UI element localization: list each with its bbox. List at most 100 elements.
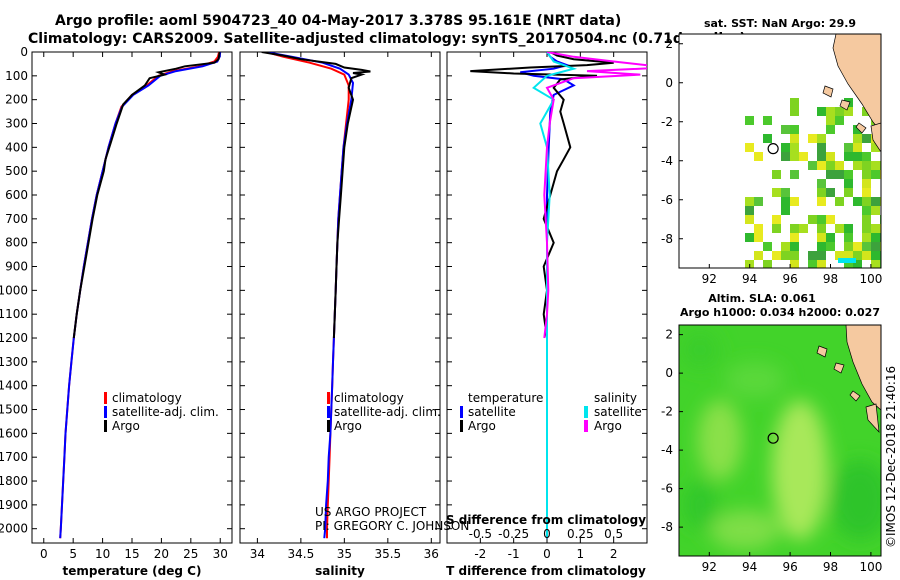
depth-tick-label: 600	[5, 188, 28, 202]
sst-cell	[871, 170, 880, 179]
sst-cell	[844, 260, 853, 268]
legend-swatch-climatology	[327, 392, 330, 404]
s-difference-xlabel: S difference from climatology	[446, 513, 646, 527]
sst-cell	[808, 260, 817, 268]
sst-cell	[862, 197, 871, 206]
sst-cell	[853, 125, 862, 134]
legend-swatch-satellite	[327, 406, 330, 418]
temperature-xlabel: temperature (deg C)	[63, 564, 202, 578]
x-tick-label: 35.5	[374, 547, 401, 561]
x-tick-label: 35	[337, 547, 352, 561]
sst-argo-marker	[767, 143, 779, 155]
temperature-axes-frame	[31, 51, 233, 544]
s-difference-axis-ticks: -0.5 -0.25 0 0.25 0.5	[469, 527, 624, 541]
lat-tick-label: -4	[661, 154, 673, 168]
sst-cell	[772, 224, 781, 233]
sst-cell	[817, 152, 826, 161]
sst-cell	[790, 125, 799, 134]
legend-label-argo: Argo	[112, 419, 140, 433]
lat-tick-label: -2	[661, 115, 673, 129]
sst-cell	[835, 107, 844, 116]
s-diff-tick-label: 0	[543, 527, 551, 541]
depth-tick-label: 200	[5, 93, 28, 107]
sst-cell	[871, 143, 880, 152]
lat-tick-label: 2	[665, 328, 673, 342]
legend-label-climatology: climatology	[112, 391, 182, 405]
imos-stamp: ©IMOS 12-Dec-2018 21:40:16	[884, 366, 898, 548]
legend-label-satellite: satellite-adj. clim.	[334, 405, 441, 419]
sst-cell	[844, 152, 853, 161]
sla-map-frame	[678, 324, 882, 557]
sst-data-cells	[745, 98, 881, 268]
x-tick-label: 20	[154, 547, 169, 561]
legend-label-argo: Argo	[334, 419, 362, 433]
figure-title-line1: Argo profile: aoml 5904723_40 04-May-201…	[55, 13, 621, 29]
sst-cell	[862, 170, 871, 179]
sst-cell	[844, 251, 853, 260]
sst-cell	[799, 224, 808, 233]
sst-cell	[817, 251, 826, 260]
sst-cell	[853, 242, 862, 251]
depth-tick-label: 1900	[0, 498, 28, 512]
depth-tick-label: 700	[5, 212, 28, 226]
sst-cell	[754, 251, 763, 260]
sst-map-title: sat. SST: NaN Argo: 29.9	[704, 17, 856, 30]
legend-heading-temperature: temperature	[468, 391, 543, 405]
sst-cell	[835, 116, 844, 125]
legend-swatch-t-satellite	[460, 406, 463, 418]
sst-cell	[754, 233, 763, 242]
sst-cell	[826, 116, 835, 125]
sst-cell	[817, 242, 826, 251]
sst-cell	[781, 197, 790, 206]
x-tick-label: 30	[213, 547, 228, 561]
lat-tick-label: 2	[665, 37, 673, 51]
sst-cell	[853, 161, 862, 170]
series-line-satellite-adj-clim-	[265, 52, 355, 539]
sst-cell	[844, 224, 853, 233]
sst-cell	[781, 206, 790, 215]
salinity-xlabel: salinity	[315, 564, 365, 578]
temperature-axis-ticks: 0 5 10 15 20 25 30	[40, 52, 228, 561]
lat-tick-label: -8	[661, 520, 673, 534]
salinity-panel: 34 34.5 35 35.5 36 salinity climatology sate…	[239, 51, 469, 578]
sst-cell	[781, 152, 790, 161]
sst-cell	[790, 251, 799, 260]
sst-cell	[862, 188, 871, 197]
sst-cell	[763, 242, 772, 251]
sst-cell	[808, 251, 817, 260]
depth-tick-label: 1200	[0, 331, 28, 345]
s-diff-tick-label: -0.25	[498, 527, 529, 541]
sst-cell	[844, 242, 853, 251]
sst-cell	[871, 242, 880, 251]
sst-cell	[835, 251, 844, 260]
sst-cell	[838, 258, 856, 263]
sst-cell	[844, 170, 853, 179]
sst-cell	[835, 224, 844, 233]
depth-axis-ticks: 0 100 200 300 400 500 600 700 800 900 1000 1100 1200…	[0, 45, 232, 536]
s-diff-tick-label: -0.5	[469, 527, 492, 541]
sst-cell	[853, 143, 862, 152]
depth-tick-label: 2000	[0, 522, 28, 536]
sst-cell	[844, 107, 853, 116]
sst-cell	[817, 215, 826, 224]
sst-cell	[763, 116, 772, 125]
sst-cell	[844, 233, 853, 242]
lon-tick-label: 98	[823, 560, 838, 574]
sst-cell	[790, 152, 799, 161]
temperature-panel: 0100200300400500600700800900100011001200…	[0, 45, 233, 578]
sst-cell	[817, 179, 826, 188]
sst-cell	[853, 260, 862, 268]
sst-cell	[871, 233, 880, 242]
lat-tick-label: 0	[665, 366, 673, 380]
sst-cell	[799, 152, 808, 161]
sst-map-ticks: 92 94 96 98 100 -8 -6 -4 -2 0 2	[661, 37, 882, 286]
depth-tick-label: 1400	[0, 379, 28, 393]
lon-tick-label: 92	[702, 272, 717, 286]
sst-cell	[817, 161, 826, 170]
legend-label-t-argo: Argo	[468, 419, 496, 433]
sst-cell	[871, 251, 880, 260]
sst-cell	[790, 143, 799, 152]
s-diff-tick-label: 0.25	[567, 527, 594, 541]
sst-cell	[826, 107, 835, 116]
lon-tick-label: 94	[742, 272, 757, 286]
